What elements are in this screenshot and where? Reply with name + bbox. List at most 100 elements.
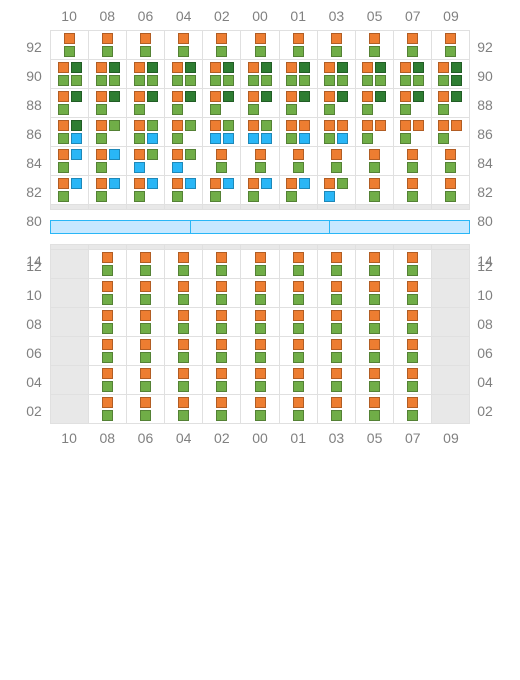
column-label: 07 (394, 430, 432, 446)
marker (369, 368, 380, 379)
marker (286, 104, 297, 115)
marker (299, 178, 310, 189)
marker (331, 162, 342, 173)
marker (102, 323, 113, 334)
marker (134, 149, 145, 160)
marker (255, 252, 266, 263)
marker (134, 91, 145, 102)
row-label-left: 88 (20, 97, 48, 113)
grid-cell (88, 394, 126, 423)
marker (369, 191, 380, 202)
marker (210, 104, 221, 115)
marker (248, 75, 259, 86)
row-label-left: 92 (20, 39, 48, 55)
marker (255, 410, 266, 421)
marker (331, 149, 342, 160)
marker (261, 62, 272, 73)
marker (216, 397, 227, 408)
marker (58, 178, 69, 189)
marker (216, 265, 227, 276)
marker (255, 265, 266, 276)
top-grid-section: 9292909088888686848482828080 (20, 30, 500, 210)
marker (172, 91, 183, 102)
marker (248, 133, 259, 144)
marker (400, 91, 411, 102)
marker (223, 91, 234, 102)
marker (400, 104, 411, 115)
marker (172, 149, 183, 160)
marker (324, 133, 335, 144)
marker (407, 252, 418, 263)
grid-cell (355, 278, 393, 307)
grid-cell (393, 146, 431, 175)
grid-cell (355, 336, 393, 365)
marker (407, 265, 418, 276)
marker (255, 294, 266, 305)
marker (255, 339, 266, 350)
marker (216, 46, 227, 57)
marker (362, 104, 373, 115)
marker (407, 191, 418, 202)
marker (375, 120, 386, 131)
row-label-right: 12 (471, 258, 499, 274)
marker (178, 46, 189, 57)
marker (400, 133, 411, 144)
grid-cell (393, 175, 431, 204)
marker (210, 120, 221, 131)
marker (407, 310, 418, 321)
grid-cell (126, 249, 164, 278)
bottom-grid-section: 1414121210100808060604040202 (20, 244, 500, 424)
grid-cell (50, 307, 88, 336)
marker (216, 352, 227, 363)
grid-cell (240, 117, 278, 146)
marker (331, 252, 342, 263)
grid-cell (50, 249, 88, 278)
grid-cell (279, 30, 317, 59)
marker (293, 33, 304, 44)
row-label-right: 82 (471, 184, 499, 200)
grid-cell (431, 204, 469, 209)
marker (140, 33, 151, 44)
grid-cell (164, 59, 202, 88)
marker (331, 33, 342, 44)
grid-cell (202, 394, 240, 423)
marker (293, 46, 304, 57)
marker (255, 381, 266, 392)
marker (178, 410, 189, 421)
marker (293, 352, 304, 363)
marker (255, 149, 266, 160)
grid-cell (279, 249, 317, 278)
marker (255, 46, 266, 57)
grid-cell (317, 249, 355, 278)
marker (400, 62, 411, 73)
column-label: 04 (165, 8, 203, 24)
grid-cell (164, 88, 202, 117)
marker (255, 281, 266, 292)
grid-cell (317, 175, 355, 204)
grid-cell (431, 146, 469, 175)
marker (102, 410, 113, 421)
grid-cell (279, 175, 317, 204)
marker (172, 178, 183, 189)
marker (293, 381, 304, 392)
column-label: 00 (241, 430, 279, 446)
marker (261, 120, 272, 131)
row-label-right: 86 (471, 126, 499, 142)
marker (172, 104, 183, 115)
marker (185, 75, 196, 86)
marker (140, 265, 151, 276)
grid-cell (355, 117, 393, 146)
marker (255, 397, 266, 408)
grid-cell (431, 278, 469, 307)
row-label-left: 08 (20, 316, 48, 332)
grid-cell (126, 336, 164, 365)
row-label-right: 08 (471, 316, 499, 332)
grid-cell (431, 88, 469, 117)
marker (102, 265, 113, 276)
marker (438, 133, 449, 144)
marker (438, 91, 449, 102)
marker (375, 62, 386, 73)
marker (293, 310, 304, 321)
marker (369, 178, 380, 189)
marker (248, 91, 259, 102)
